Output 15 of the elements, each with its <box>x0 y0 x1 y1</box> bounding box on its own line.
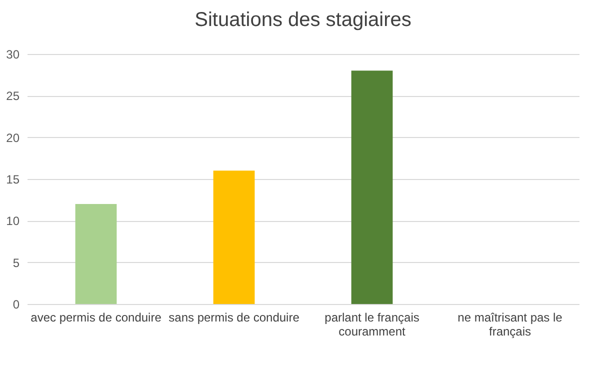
chart-title: Situations des stagiaires <box>194 9 412 31</box>
y-tick-label: 5 <box>12 256 20 270</box>
x-tick-label: parlant le français couramment <box>324 310 420 338</box>
y-tick-label: 25 <box>6 89 20 104</box>
bar <box>351 70 393 304</box>
y-tick-label: 20 <box>6 130 20 145</box>
x-tick-label: ne maîtrisant pas le français <box>458 310 563 338</box>
bar <box>213 170 255 304</box>
bar <box>75 204 117 304</box>
x-tick-label: avec permis de conduire <box>30 310 162 324</box>
y-tick-label: 30 <box>6 48 20 62</box>
y-tick-label: 10 <box>6 214 20 228</box>
y-tick-label: 15 <box>6 172 20 186</box>
y-tick-label: 0 <box>12 298 20 312</box>
x-tick-label: sans permis de conduire <box>168 310 300 324</box>
